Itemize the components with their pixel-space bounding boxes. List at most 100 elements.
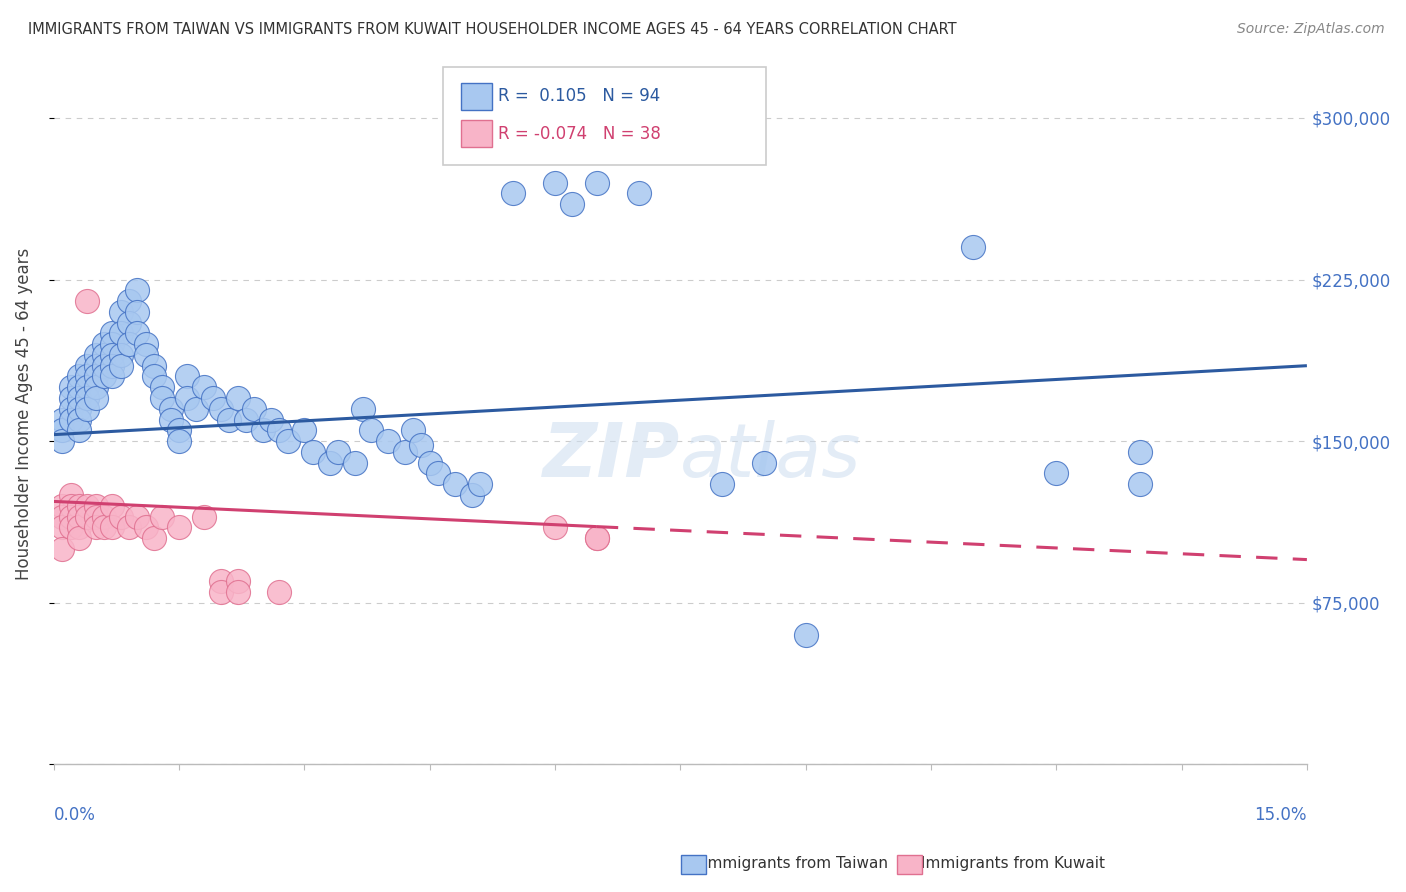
Point — [343, 456, 366, 470]
Point — [118, 337, 141, 351]
Point — [93, 337, 115, 351]
Point — [226, 585, 249, 599]
Point — [585, 531, 607, 545]
Point — [1129, 445, 1152, 459]
Point — [76, 499, 98, 513]
Point — [110, 326, 132, 341]
Point — [67, 401, 90, 416]
Point — [84, 380, 107, 394]
Point — [209, 574, 232, 588]
Point — [59, 380, 82, 394]
Point — [127, 305, 149, 319]
Point — [260, 412, 283, 426]
Text: R = -0.074   N = 38: R = -0.074 N = 38 — [498, 125, 661, 143]
Point — [76, 369, 98, 384]
Point — [326, 445, 349, 459]
Point — [377, 434, 399, 449]
Point — [468, 477, 491, 491]
Point — [84, 369, 107, 384]
Point — [544, 176, 567, 190]
Point — [67, 531, 90, 545]
Point — [152, 391, 174, 405]
Point — [360, 423, 382, 437]
Point — [159, 401, 181, 416]
Point — [59, 391, 82, 405]
Point — [127, 509, 149, 524]
Point — [143, 359, 166, 373]
Point — [184, 401, 207, 416]
Point — [76, 401, 98, 416]
Point — [67, 369, 90, 384]
Point — [51, 541, 73, 556]
Point — [67, 509, 90, 524]
Point — [76, 359, 98, 373]
Point — [352, 401, 374, 416]
Point — [67, 423, 90, 437]
Point — [59, 520, 82, 534]
Point — [93, 348, 115, 362]
Point — [118, 316, 141, 330]
Point — [235, 412, 257, 426]
Point — [226, 391, 249, 405]
Point — [294, 423, 316, 437]
Point — [218, 412, 240, 426]
Point — [152, 380, 174, 394]
Point — [51, 412, 73, 426]
Point — [411, 438, 433, 452]
Point — [561, 197, 583, 211]
Point — [84, 499, 107, 513]
Point — [76, 391, 98, 405]
Point — [226, 574, 249, 588]
Point — [67, 520, 90, 534]
Point — [176, 369, 198, 384]
Point — [51, 509, 73, 524]
Text: 0.0%: 0.0% — [53, 806, 96, 824]
Point — [59, 509, 82, 524]
Point — [101, 359, 124, 373]
Point — [167, 423, 190, 437]
Point — [135, 337, 157, 351]
Point — [67, 391, 90, 405]
Point — [269, 423, 291, 437]
Point — [443, 477, 465, 491]
Point — [167, 520, 190, 534]
Point — [201, 391, 224, 405]
Point — [585, 531, 607, 545]
Point — [118, 520, 141, 534]
Point — [962, 240, 984, 254]
Point — [627, 186, 650, 201]
Point — [243, 401, 266, 416]
Point — [143, 369, 166, 384]
Text: IMMIGRANTS FROM TAIWAN VS IMMIGRANTS FROM KUWAIT HOUSEHOLDER INCOME AGES 45 - 64: IMMIGRANTS FROM TAIWAN VS IMMIGRANTS FRO… — [28, 22, 956, 37]
Point — [502, 186, 524, 201]
Point — [152, 509, 174, 524]
Point — [110, 509, 132, 524]
Text: Immigrants from Kuwait: Immigrants from Kuwait — [921, 856, 1105, 871]
Point — [1129, 477, 1152, 491]
Point — [794, 628, 817, 642]
Point — [544, 520, 567, 534]
Point — [143, 531, 166, 545]
Point — [51, 499, 73, 513]
Point — [110, 359, 132, 373]
Point — [127, 326, 149, 341]
Point — [59, 412, 82, 426]
Point — [59, 401, 82, 416]
Point — [167, 434, 190, 449]
Point — [101, 337, 124, 351]
Point — [101, 499, 124, 513]
Point — [1045, 467, 1067, 481]
Point — [318, 456, 340, 470]
Point — [394, 445, 416, 459]
Point — [93, 520, 115, 534]
Point — [193, 509, 215, 524]
Text: atlas: atlas — [681, 420, 862, 492]
Point — [101, 520, 124, 534]
Point — [93, 509, 115, 524]
Point — [101, 348, 124, 362]
Point — [59, 488, 82, 502]
Point — [51, 434, 73, 449]
Text: ZIP: ZIP — [543, 419, 681, 492]
Point — [67, 380, 90, 394]
Point — [84, 359, 107, 373]
